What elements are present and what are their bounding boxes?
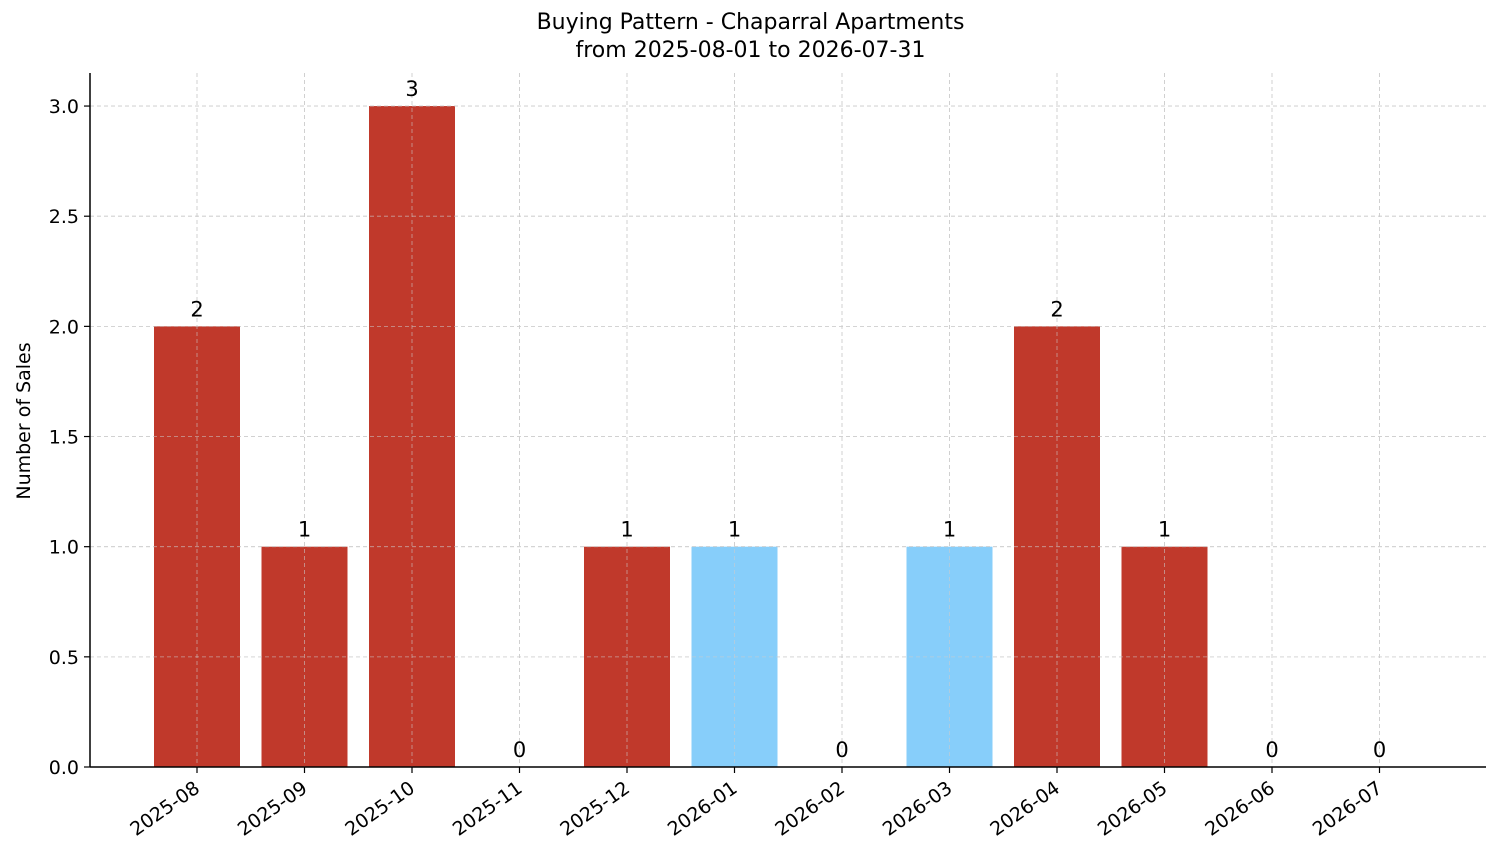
x-tick-label: 2025-12 — [556, 777, 634, 841]
bar-data-label: 0 — [513, 738, 526, 762]
y-tick-label: 1.0 — [49, 537, 79, 559]
x-tick-label: 2026-03 — [879, 777, 957, 841]
x-tick-label: 2025-11 — [449, 777, 527, 841]
bar-data-label: 2 — [1050, 297, 1063, 321]
bar-data-label: 1 — [620, 518, 633, 542]
chart-title: Buying Pattern - Chaparral Apartments — [536, 10, 965, 35]
x-tick-labels: 2025-08 2025-09 2025-10 2025-11 2025-12 2026-… — [126, 777, 1386, 841]
y-tick-label: 0.0 — [49, 757, 79, 779]
x-tick-label: 2025-09 — [234, 777, 312, 841]
y-tick-label: 0.5 — [49, 647, 79, 669]
y-tick-labels: 0.0 0.5 1.0 1.5 2.0 2.5 3.0 — [49, 96, 79, 779]
data-labels: 2 1 3 0 1 1 0 1 2 1 0 0 — [190, 77, 1386, 762]
x-tick-label: 2026-07 — [1309, 777, 1387, 841]
x-tick-label: 2026-06 — [1201, 777, 1279, 841]
bars — [90, 73, 1486, 768]
bar-data-label: 0 — [1265, 738, 1278, 762]
y-tick-label: 2.5 — [49, 206, 79, 228]
x-tick-label: 2026-05 — [1094, 777, 1172, 841]
bar-data-label: 3 — [405, 77, 418, 101]
bar-data-label: 1 — [728, 518, 741, 542]
y-tick-label: 1.5 — [49, 427, 79, 449]
bar-data-label: 0 — [1373, 738, 1386, 762]
bar-data-label: 1 — [298, 518, 311, 542]
x-tick-label: 2026-02 — [771, 777, 849, 841]
bar-data-label: 1 — [943, 518, 956, 542]
bar-data-label: 0 — [835, 738, 848, 762]
x-tick-label: 2025-08 — [126, 777, 204, 841]
x-tick-label: 2025-10 — [341, 777, 419, 841]
bar-data-label: 1 — [1158, 518, 1171, 542]
chart-subtitle: from 2025-08-01 to 2026-07-31 — [575, 38, 926, 63]
bar-data-label: 2 — [190, 297, 203, 321]
x-tick-label: 2026-04 — [986, 777, 1064, 841]
y-tick-label: 2.0 — [49, 316, 79, 338]
axes — [84, 73, 1486, 773]
x-tick-label: 2026-01 — [664, 777, 742, 841]
y-tick-label: 3.0 — [49, 96, 79, 118]
